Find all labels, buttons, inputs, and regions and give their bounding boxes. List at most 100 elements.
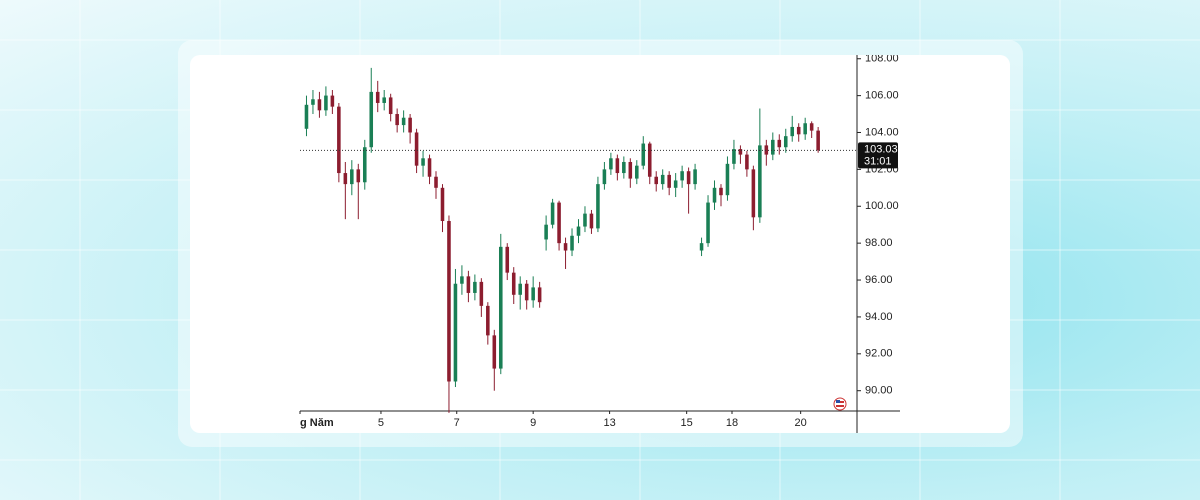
- y-tick-label: 100.00: [865, 200, 899, 212]
- candle-body: [706, 202, 710, 244]
- candle-body: [596, 184, 600, 229]
- candle-body: [375, 91, 380, 103]
- flag-icon: [833, 397, 847, 411]
- candle-body: [622, 161, 626, 174]
- x-tick-label: 20: [795, 417, 807, 429]
- x-tick-label: 9: [530, 417, 536, 429]
- candle-body: [531, 287, 535, 301]
- candle-body: [382, 97, 386, 103]
- y-tick-label: 106.00: [865, 89, 899, 101]
- x-tick-label: 7: [454, 417, 460, 429]
- candle-body: [440, 187, 445, 222]
- candle-body: [641, 143, 646, 166]
- candle-body: [350, 169, 354, 185]
- candle-body: [460, 276, 464, 284]
- candle-body: [369, 91, 374, 148]
- y-tick-label: 108.00: [865, 55, 899, 65]
- candle-body: [518, 283, 522, 295]
- candle-body: [816, 130, 820, 151]
- candle-body: [758, 145, 762, 218]
- candle-body: [557, 202, 561, 244]
- candle-body: [492, 335, 497, 369]
- x-tick-label: 13: [603, 417, 615, 429]
- x-tick-label: 15: [681, 417, 693, 429]
- candle-body: [667, 174, 671, 188]
- candle-body: [609, 158, 613, 170]
- candle-body: [654, 176, 659, 185]
- x-tick-label: 18: [726, 417, 738, 429]
- last-price-box: [858, 142, 898, 169]
- candle-body: [777, 139, 782, 148]
- candle-body: [505, 246, 510, 273]
- candle-body: [537, 287, 542, 303]
- candle-body: [635, 165, 639, 179]
- last-price-label: 103.03: [864, 143, 898, 155]
- candle-body: [803, 123, 807, 135]
- candle-body: [408, 117, 412, 133]
- candle-body: [570, 235, 574, 251]
- candle-body: [796, 126, 801, 135]
- candle-body: [673, 180, 678, 188]
- candle-body: [602, 169, 607, 185]
- candle-body: [447, 221, 451, 382]
- y-tick-label: 94.00: [865, 311, 893, 323]
- candle-body: [790, 126, 795, 137]
- candle-body: [498, 246, 503, 369]
- candle-body: [388, 97, 393, 115]
- candle-body: [395, 114, 399, 126]
- candle-body: [628, 161, 633, 179]
- candle-body: [479, 281, 484, 306]
- candle-body: [473, 281, 477, 293]
- x-tick-label: 5: [378, 417, 384, 429]
- chart-card: 90.00 92.00 94.00 96.00 98.00 100.00 102.00 104…: [190, 55, 1010, 433]
- candle-body: [414, 132, 419, 166]
- candle-body: [738, 149, 743, 155]
- candle-body: [401, 117, 406, 126]
- candle-body: [660, 174, 665, 185]
- candle-body: [809, 123, 814, 131]
- candle-body: [745, 154, 749, 170]
- candle-body: [712, 187, 717, 203]
- candle-body: [421, 158, 425, 166]
- candle-body: [317, 99, 322, 111]
- candle-body: [524, 283, 529, 301]
- candle-body: [576, 226, 581, 236]
- candle-body: [466, 276, 471, 293]
- candle-body: [647, 143, 652, 177]
- candle-body: [550, 202, 555, 225]
- candle-body: [330, 95, 335, 107]
- candle-body: [693, 169, 697, 185]
- candle-body: [453, 283, 458, 382]
- y-tick-label: 96.00: [865, 274, 893, 286]
- candle-body: [486, 305, 490, 336]
- y-tick-label: 104.00: [865, 126, 899, 138]
- candle-body: [311, 99, 315, 105]
- candle-body: [583, 213, 587, 227]
- candle-body: [751, 169, 756, 218]
- candle-body: [356, 169, 361, 183]
- candle-body: [337, 106, 341, 174]
- candle-body: [324, 95, 328, 111]
- candle-body: [686, 171, 691, 185]
- candle-body: [783, 136, 788, 148]
- candle-body: [434, 176, 438, 188]
- candle-body: [427, 158, 432, 177]
- candle-body: [362, 147, 367, 183]
- y-tick-label: 90.00: [865, 385, 893, 397]
- candle-body: [719, 187, 723, 196]
- candle-body: [563, 243, 568, 251]
- candle-body: [615, 158, 620, 174]
- countdown-label: 31:01: [864, 155, 892, 167]
- candle-body: [725, 163, 730, 196]
- candle-body: [680, 171, 684, 181]
- chart: 90.0092.0094.0096.0098.00100.00102.00104…: [299, 55, 900, 433]
- y-tick-label: 98.00: [865, 237, 893, 249]
- candle-body: [544, 224, 548, 240]
- y-tick-label: 92.00: [865, 348, 893, 360]
- candle-body: [304, 104, 309, 129]
- candle-body: [343, 173, 348, 185]
- candle-body: [764, 145, 769, 155]
- candle-body: [699, 243, 704, 251]
- candle-body: [771, 139, 775, 155]
